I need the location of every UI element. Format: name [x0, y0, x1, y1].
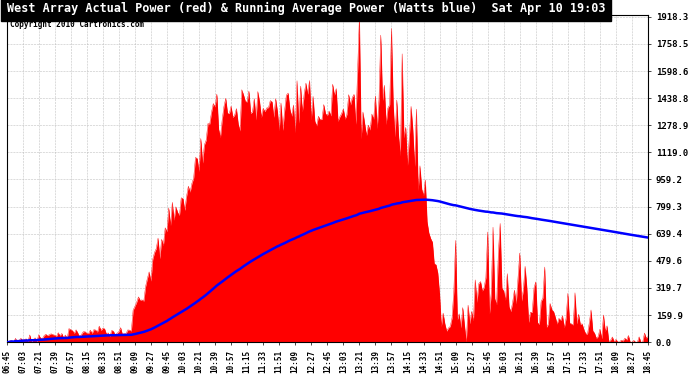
Text: Copyright 2010 Cartronics.com: Copyright 2010 Cartronics.com: [10, 20, 144, 29]
Text: West Array Actual Power (red) & Running Average Power (Watts blue)  Sat Apr 10 1: West Array Actual Power (red) & Running …: [7, 2, 605, 15]
